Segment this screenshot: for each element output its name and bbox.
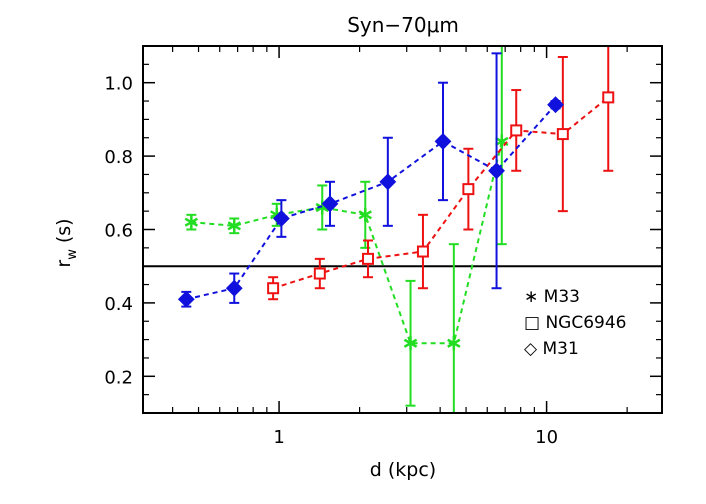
x-tick-label: 1	[273, 427, 284, 448]
series-line-m33	[191, 141, 503, 345]
y-tick-label: 1.0	[104, 74, 133, 95]
data-point-m31	[177, 290, 195, 308]
data-point-m31	[434, 133, 452, 150]
series-ngc6946	[267, 46, 615, 301]
x-axis-label: d (kpc)	[370, 459, 436, 481]
legend-entry-m33: ∗ M33	[524, 287, 580, 307]
y-tick-label: 0.6	[104, 221, 133, 242]
data-point-ngc6946	[416, 245, 429, 258]
data-point-m33	[227, 218, 241, 233]
data-point-ngc6946	[602, 91, 615, 104]
series-m31	[177, 52, 564, 308]
x-tick-label: 10	[535, 427, 558, 448]
data-point-m33	[403, 336, 418, 351]
legend-entry-ngc6946: □ NGC6946	[524, 313, 627, 333]
y-tick-label: 0.2	[104, 367, 133, 388]
data-point-m31	[547, 96, 564, 114]
data-point-ngc6946	[556, 128, 569, 141]
data-point-m33	[358, 207, 372, 222]
plot-frame	[142, 45, 663, 414]
data-point-m31	[272, 210, 290, 227]
data-point-ngc6946	[313, 267, 326, 280]
series-line-m31	[186, 104, 557, 301]
y-tick-label: 0.8	[104, 147, 133, 168]
series-line-ngc6946	[272, 96, 609, 290]
legend-entry-m31: ◇ M31	[524, 339, 579, 359]
data-point-m33	[447, 336, 461, 351]
y-tick-label: 0.4	[104, 294, 133, 315]
legend: ∗ M33 □ NGC6946 ◇ M31	[524, 287, 627, 359]
data-point-ngc6946	[510, 124, 523, 137]
data-point-m31	[379, 173, 397, 191]
data-point-m31	[321, 195, 339, 213]
data-point-m31	[488, 162, 505, 180]
data-point-ngc6946	[267, 282, 280, 295]
chart-title: Syn−70μm	[347, 13, 459, 37]
data-point-ngc6946	[462, 183, 475, 196]
y-axis-label: rw(s)	[53, 218, 80, 267]
data-point-ngc6946	[362, 252, 375, 265]
series-m33	[184, 46, 509, 413]
data-point-m31	[225, 279, 243, 297]
data-point-m33	[184, 215, 199, 230]
